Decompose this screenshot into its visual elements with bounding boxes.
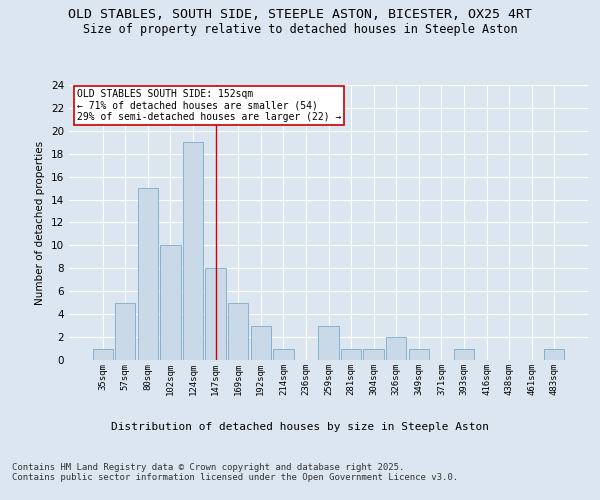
Text: Size of property relative to detached houses in Steeple Aston: Size of property relative to detached ho…: [83, 22, 517, 36]
Text: Contains HM Land Registry data © Crown copyright and database right 2025.
Contai: Contains HM Land Registry data © Crown c…: [12, 462, 458, 482]
Bar: [251, 326, 271, 360]
Bar: [205, 268, 226, 360]
Bar: [115, 302, 136, 360]
Bar: [138, 188, 158, 360]
Bar: [92, 348, 113, 360]
Text: OLD STABLES, SOUTH SIDE, STEEPLE ASTON, BICESTER, OX25 4RT: OLD STABLES, SOUTH SIDE, STEEPLE ASTON, …: [68, 8, 532, 20]
Bar: [386, 337, 406, 360]
Bar: [544, 348, 565, 360]
Bar: [409, 348, 429, 360]
Bar: [454, 348, 474, 360]
Bar: [160, 246, 181, 360]
Bar: [183, 142, 203, 360]
Bar: [319, 326, 338, 360]
Bar: [228, 302, 248, 360]
Y-axis label: Number of detached properties: Number of detached properties: [35, 140, 46, 304]
Bar: [273, 348, 293, 360]
Bar: [341, 348, 361, 360]
Text: Distribution of detached houses by size in Steeple Aston: Distribution of detached houses by size …: [111, 422, 489, 432]
Bar: [364, 348, 384, 360]
Text: OLD STABLES SOUTH SIDE: 152sqm
← 71% of detached houses are smaller (54)
29% of : OLD STABLES SOUTH SIDE: 152sqm ← 71% of …: [77, 89, 341, 122]
